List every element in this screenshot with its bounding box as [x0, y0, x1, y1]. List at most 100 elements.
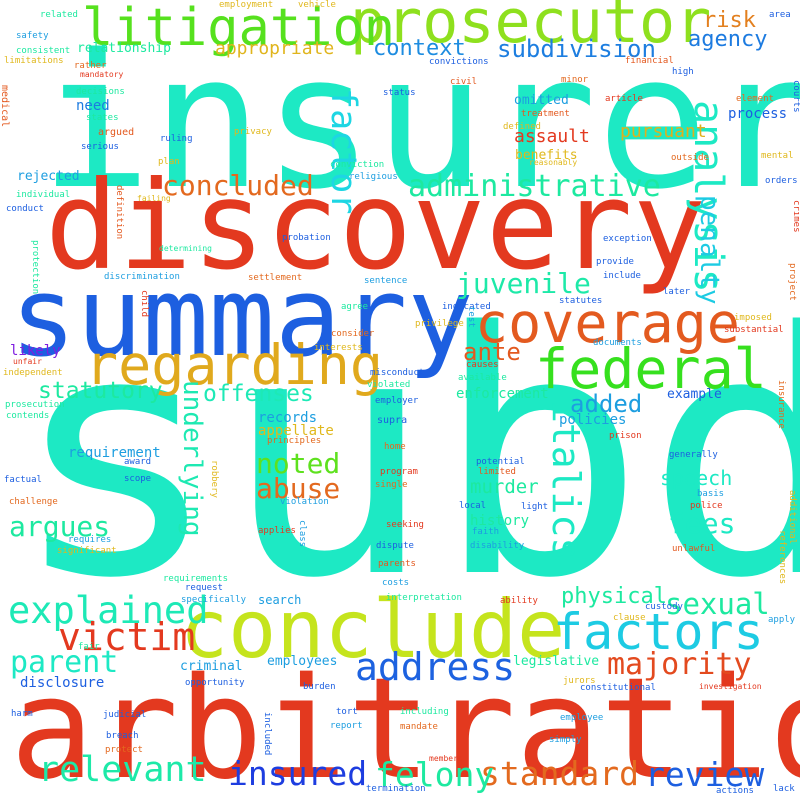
word: significant: [57, 546, 117, 556]
word: insurer: [40, 14, 800, 230]
word: factor: [323, 88, 363, 215]
word: plan: [158, 157, 180, 167]
word: history: [470, 513, 530, 529]
word: appropriate: [215, 38, 335, 59]
word: single: [375, 480, 408, 490]
word: concluded: [162, 169, 314, 202]
word: protection: [30, 240, 40, 295]
word: agency: [688, 27, 768, 52]
word: parent: [10, 645, 119, 680]
word: ability: [500, 596, 538, 606]
word: failing: [137, 194, 171, 203]
word: factors: [553, 603, 764, 661]
word: benefits: [515, 148, 578, 163]
word: orders: [765, 176, 798, 186]
word: federal: [535, 337, 767, 401]
word: misconduct: [370, 368, 425, 378]
word: process: [728, 106, 788, 122]
word: likely: [10, 343, 61, 359]
word: policies: [559, 412, 627, 428]
word: courts: [791, 80, 800, 113]
word: individual: [16, 190, 71, 200]
word: available: [458, 373, 507, 383]
word: project: [787, 263, 797, 301]
word: criminal: [180, 659, 243, 674]
word: area: [769, 10, 791, 20]
word: members: [429, 754, 463, 763]
word: factual: [4, 475, 42, 485]
word: local: [459, 501, 487, 511]
word: assault: [514, 126, 590, 147]
word: standard: [480, 754, 639, 793]
word: financial: [625, 56, 674, 66]
word: employer: [375, 396, 419, 406]
word: mental: [761, 151, 794, 161]
word: conclude: [180, 583, 566, 676]
word: convictions: [429, 57, 489, 67]
word: agree: [341, 302, 369, 312]
word: civil: [450, 77, 478, 87]
word: program: [380, 467, 418, 477]
word: administrative: [408, 169, 661, 204]
word: legislative: [513, 654, 600, 669]
word: conduct: [6, 204, 44, 214]
word: report: [330, 721, 363, 731]
word: conviction: [330, 160, 385, 170]
word: consider: [331, 329, 375, 339]
word: juvenile: [456, 267, 591, 300]
word: regarding: [85, 333, 384, 397]
word: minor: [561, 75, 589, 85]
word: disclosure: [20, 675, 105, 691]
word: lack: [773, 784, 795, 794]
word: test: [466, 306, 476, 328]
word: settlement: [248, 273, 303, 283]
word: interpretation: [386, 593, 462, 603]
word: employees: [267, 654, 338, 669]
word: murder: [470, 476, 539, 498]
word: serious: [81, 142, 119, 152]
word: address: [355, 645, 516, 689]
word: physical: [561, 584, 667, 609]
word: pursuant: [620, 121, 707, 142]
word: requirement: [68, 445, 161, 461]
word: generally: [669, 450, 718, 460]
word: records: [258, 410, 318, 426]
word: basis: [697, 489, 725, 499]
word: ruling: [160, 134, 193, 144]
word: argued: [98, 127, 135, 138]
word: defined: [503, 122, 541, 132]
word: insurance: [776, 380, 786, 429]
word: unfair: [13, 357, 42, 366]
word: tort: [336, 707, 358, 717]
word: prosecutor: [350, 0, 712, 57]
word: explained: [8, 589, 209, 632]
word: appellate: [258, 423, 334, 439]
word: relationship: [77, 41, 171, 56]
word: dispute: [376, 541, 414, 551]
word: safety: [16, 31, 49, 41]
word: constitutional: [580, 683, 656, 693]
word: search: [258, 593, 302, 607]
word: felony: [375, 755, 495, 794]
word: violated: [367, 380, 411, 390]
word: light: [521, 502, 549, 512]
word: sexual: [665, 587, 770, 621]
word: subdivision: [497, 35, 656, 63]
word: employment: [219, 0, 274, 10]
word: substantial: [724, 325, 784, 335]
word: litigation: [82, 0, 396, 58]
word: risk: [703, 8, 756, 33]
word: violation: [280, 497, 329, 507]
word: child: [139, 290, 149, 318]
word: medical: [0, 85, 10, 128]
word: exception: [603, 234, 652, 244]
word: award: [124, 457, 152, 467]
word: relevant: [38, 750, 207, 790]
word: discrimination: [104, 272, 180, 282]
word: apply: [768, 615, 796, 625]
word: interests: [314, 343, 363, 353]
word: request: [185, 583, 223, 593]
word: example: [667, 387, 722, 402]
word: custody: [645, 602, 683, 612]
word: mandatory: [80, 70, 124, 79]
